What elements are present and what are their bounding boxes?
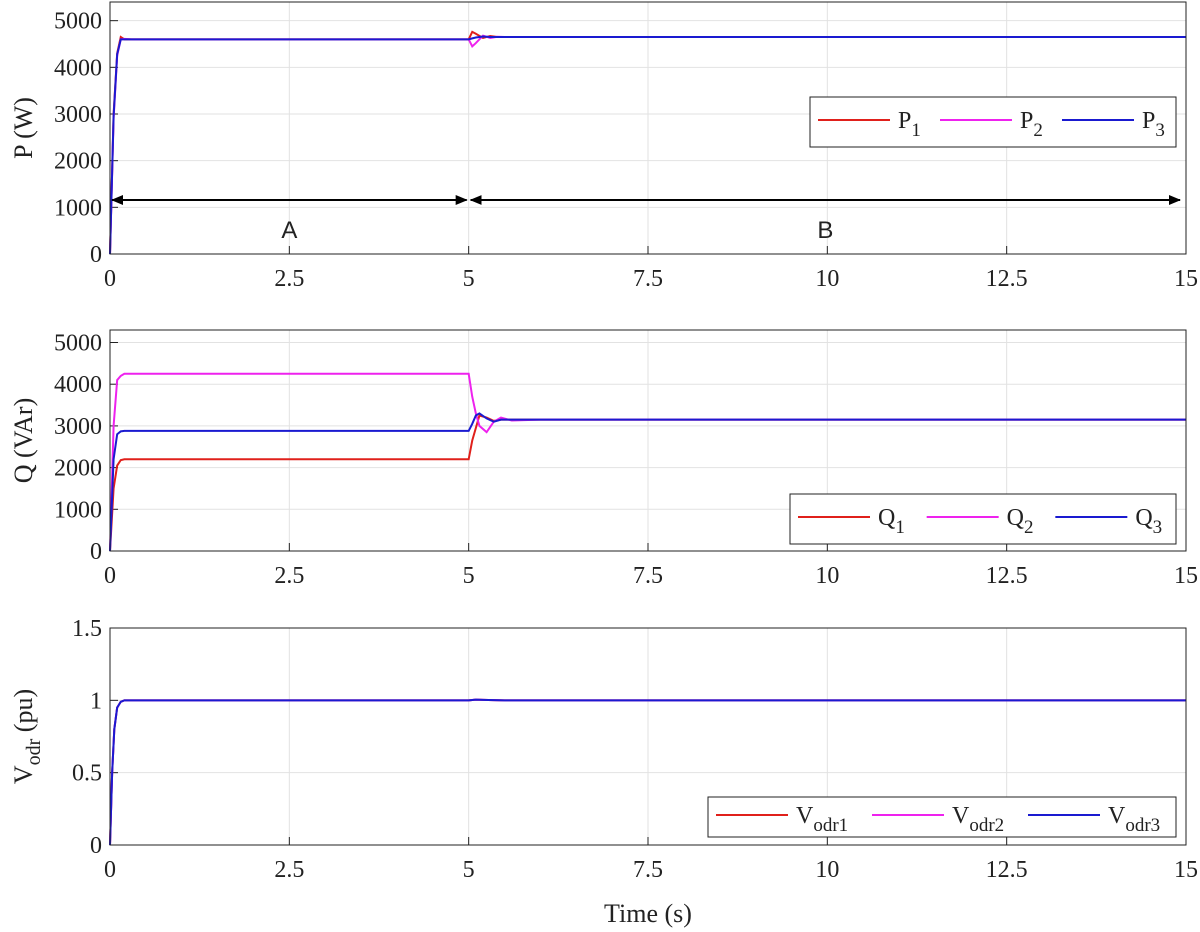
y-label-main: Q (VAr) <box>9 398 38 483</box>
y-tick-label: 5000 <box>54 9 102 35</box>
region-label: B <box>817 217 833 244</box>
legend-box <box>789 493 1177 545</box>
legend-sub: 3 <box>1153 517 1163 538</box>
x-tick-label: 2.5 <box>274 266 304 292</box>
legend-label: P2 <box>1020 108 1043 141</box>
y-tick-label: 0 <box>90 833 102 859</box>
y-tick-label: 2000 <box>54 149 102 175</box>
y-axis-label: Vodr (pu) <box>9 689 45 784</box>
legend-label: P3 <box>1142 108 1165 141</box>
x-tick-label: 15 <box>1174 266 1198 292</box>
legend-label: Vodr1 <box>796 803 848 836</box>
x-tick-label: 2.5 <box>274 857 304 883</box>
x-tick-label: 0 <box>104 266 116 292</box>
x-tick-label: 12.5 <box>986 857 1028 883</box>
y-tick-label: 1.5 <box>72 616 102 642</box>
x-tick-label: 10 <box>815 857 839 883</box>
x-axis-label: Time (s) <box>604 899 692 928</box>
legend-name: Q <box>878 505 895 531</box>
y-label-rest: (pu) <box>9 689 38 739</box>
axes-box <box>109 627 1187 846</box>
legend-label: Q3 <box>1135 505 1162 538</box>
legend-name: P <box>898 108 911 134</box>
legend-name: V <box>1108 803 1126 829</box>
legend-sub: odr1 <box>813 815 848 836</box>
legend-label: Vodr3 <box>1108 803 1160 836</box>
x-tick-label: 10 <box>815 266 839 292</box>
series-line <box>109 412 1186 552</box>
legend-sub: 1 <box>895 517 905 538</box>
x-tick-label: 7.5 <box>633 563 663 589</box>
y-tick-label: 2000 <box>54 456 102 482</box>
subplot: 0 2.5 5 7.5 10 12.5 15 0 1000 2000 3000 4000 5000 Q (… <box>9 329 1198 589</box>
y-tick-label: 0 <box>90 242 102 268</box>
y-axis-label: P (W) <box>9 97 38 159</box>
legend-sub: odr3 <box>1125 815 1160 836</box>
y-tick-label: 0.5 <box>72 761 102 787</box>
legend-label: Vodr2 <box>952 803 1004 836</box>
x-tick-label: 15 <box>1174 563 1198 589</box>
subplot: 0 2.5 5 7.5 10 12.5 15 0 1000 2000 3000 4000 5000 P (… <box>9 1 1198 292</box>
x-tick-label: 5 <box>463 857 475 883</box>
legend-label: P1 <box>898 108 921 141</box>
x-tick-label: 12.5 <box>986 563 1028 589</box>
series-line <box>109 698 1186 846</box>
y-tick-label: 5000 <box>54 331 102 357</box>
x-tick-label: 10 <box>815 563 839 589</box>
y-tick-label: 0 <box>90 539 102 565</box>
region-label: A <box>281 217 297 244</box>
y-tick-label: 4000 <box>54 55 102 81</box>
x-tick-label: 5 <box>463 266 475 292</box>
legend-sub: 1 <box>911 120 921 141</box>
legend-sub: 2 <box>1024 517 1034 538</box>
y-tick-label: 4000 <box>54 372 102 398</box>
x-tick-label: 12.5 <box>986 266 1028 292</box>
y-tick-label: 1000 <box>54 195 102 221</box>
legend-name: V <box>952 803 970 829</box>
y-tick-label: 1 <box>90 688 102 714</box>
legend-name: P <box>1142 108 1155 134</box>
y-label-sub: odr <box>23 738 45 765</box>
series-line <box>109 35 1186 255</box>
legend-sub: odr2 <box>969 815 1004 836</box>
legend-label: Q1 <box>878 505 905 538</box>
legend-sub: 3 <box>1155 120 1165 141</box>
x-tick-label: 0 <box>104 563 116 589</box>
x-tick-label: 2.5 <box>274 563 304 589</box>
subplot: 0 2.5 5 7.5 10 12.5 15 0 0.5 1 1.5 Vodr (pu) Time (s… <box>9 616 1198 928</box>
x-tick-label: 0 <box>104 857 116 883</box>
legend-name: P <box>1020 108 1033 134</box>
legend-box <box>707 796 1177 838</box>
y-label-main: P (W) <box>9 97 38 159</box>
x-tick-label: 7.5 <box>633 857 663 883</box>
legend-name: Q <box>1135 505 1152 531</box>
legend-name: Q <box>1007 505 1024 531</box>
axes-box <box>109 329 1187 552</box>
y-tick-label: 3000 <box>54 414 102 440</box>
x-tick-label: 15 <box>1174 857 1198 883</box>
legend-sub: 2 <box>1033 120 1043 141</box>
legend-name: V <box>796 803 814 829</box>
y-tick-label: 3000 <box>54 102 102 128</box>
y-axis-label: Q (VAr) <box>9 398 38 483</box>
legend-box <box>809 96 1177 148</box>
x-tick-label: 7.5 <box>633 266 663 292</box>
axes-box <box>109 1 1187 255</box>
y-tick-label: 1000 <box>54 497 102 523</box>
legend-label: Q2 <box>1007 505 1034 538</box>
x-tick-label: 5 <box>463 563 475 589</box>
y-label-main: V <box>9 765 38 784</box>
